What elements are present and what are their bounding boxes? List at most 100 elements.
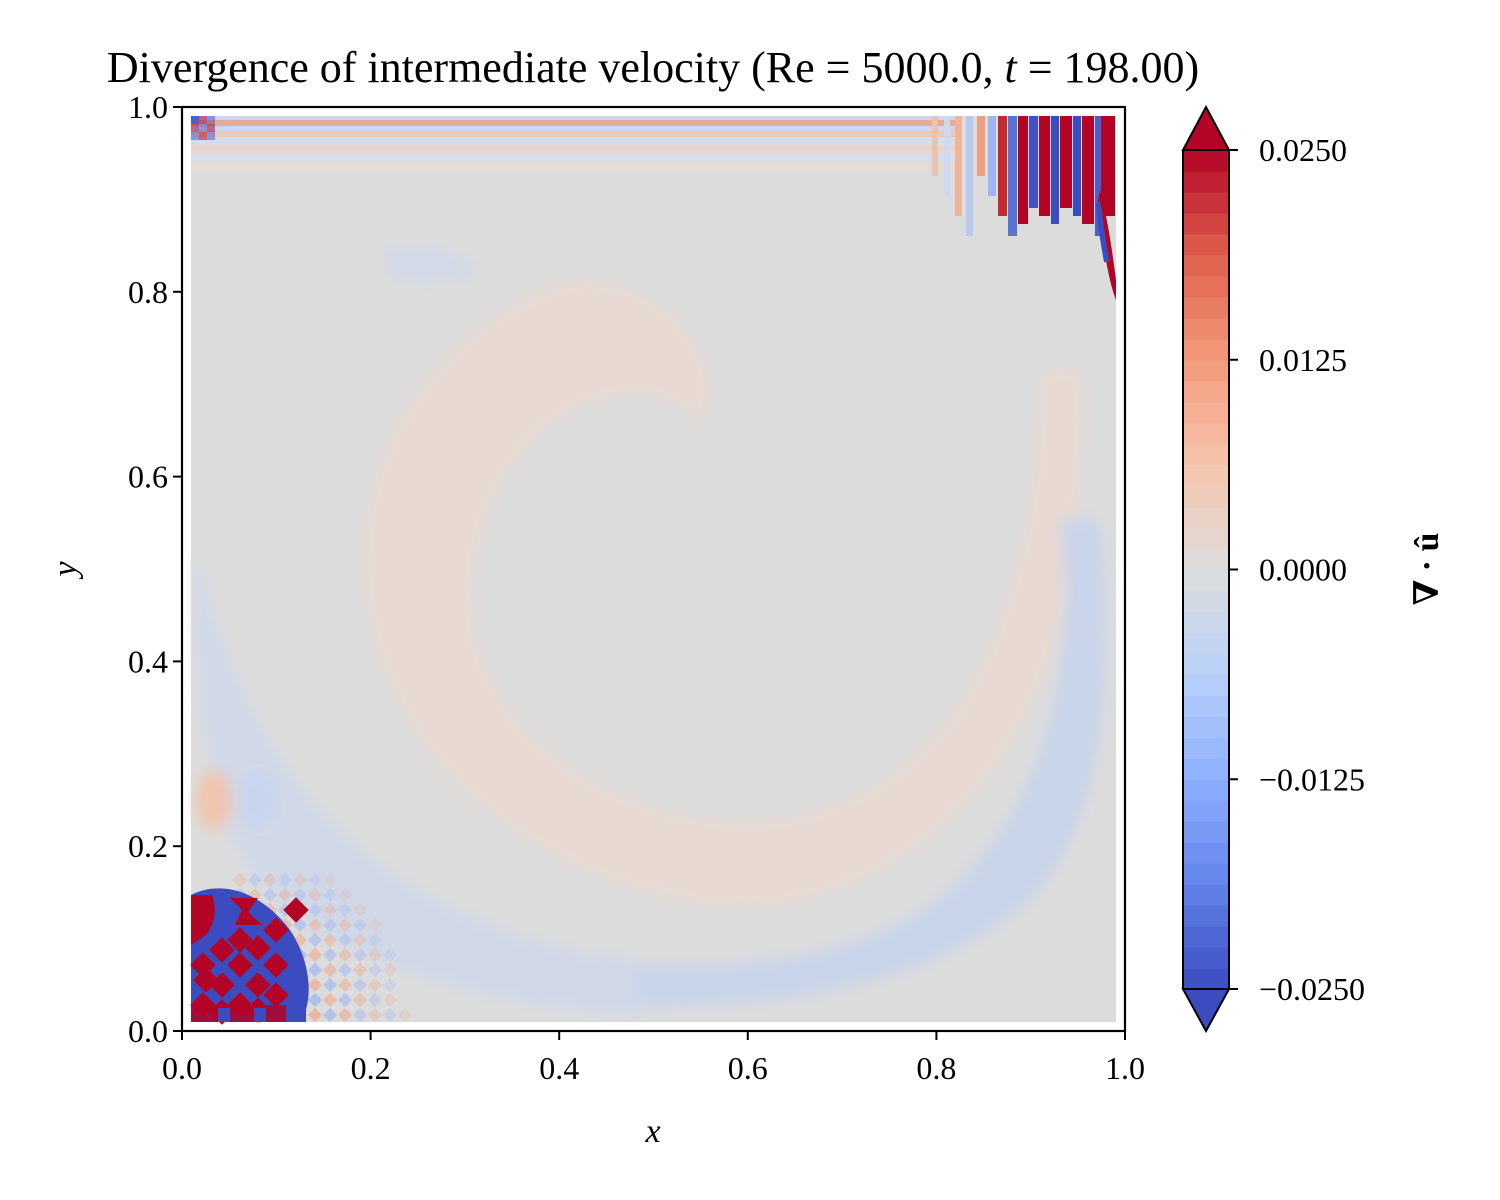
checker-fringe-cell [337,887,353,903]
checker-fringe-cell [382,977,398,993]
x-tick-label: 0.0 [162,1050,202,1086]
top-right-stripe [1008,116,1017,236]
colorbar-level [1183,821,1229,843]
bottom-left-red-cell [227,952,253,978]
top-right-stripe [1018,116,1028,224]
top-right-stripe [1073,116,1081,216]
top-left-checker-cell [207,116,215,124]
top-right-stripe [988,116,996,196]
y-tick-label: 1.0 [128,89,168,125]
top-right-stripe [1039,116,1050,216]
checker-fringe-cell [322,917,338,933]
colorbar-tick-label: −0.0125 [1259,761,1365,797]
x-axis-label: x [644,1113,660,1150]
colorbar-level [1183,590,1229,613]
checker-fringe-cell [322,977,338,993]
checker-fringe-cell [337,962,353,978]
checker-fringe-cell [307,947,323,963]
checker-fringe-cell [322,947,338,963]
x-tick-label: 0.4 [539,1050,579,1086]
colorbar-level [1183,884,1229,906]
checker-fringe-cell [337,1007,353,1023]
checker-fringe-cell [337,947,353,963]
checker-fringe-cell [292,872,308,888]
oscillation-layer [190,116,1116,1025]
colorbar-tick-label: 0.0125 [1259,342,1347,378]
checker-fringe-cell [337,992,353,1008]
checker-fringe-cell [307,917,323,933]
checker-fringe-cell [352,947,368,963]
top-edge-stripe [191,120,961,126]
colorbar-level [1183,527,1229,550]
checker-fringe-cell [247,872,263,888]
checker-fringe-cell [397,1007,413,1023]
checker-fringe-cell [322,932,338,948]
x-tick-label: 0.2 [351,1050,391,1086]
smooth-field-layer [195,246,1106,1015]
bottom-left-red-cell [283,897,309,923]
bottom-left-red-cell [263,982,289,1008]
top-right-stripe [1101,116,1115,216]
axes-frame [180,105,1127,1033]
checker-fringe-cell [307,977,323,993]
bottom-edge-blue-cell [254,1008,266,1022]
top-left-checker-cell [199,116,207,124]
colorbar-level [1183,842,1229,864]
checker-fringe-cell [307,887,323,903]
colorbar-level [1183,506,1229,529]
top-edge-stripe [191,165,961,170]
colorbar-level [1183,317,1229,340]
colorbar-level [1183,401,1229,424]
checker-fringe-cell [382,992,398,1008]
colorbar-level [1183,800,1229,822]
negative-patch-top [380,246,480,284]
checker-fringe-cell [337,917,353,933]
checker-fringe-cell [367,917,383,933]
checker-fringe-cell [367,1007,383,1023]
top-edge-stripe [191,126,961,131]
top-edge-stripe [191,146,961,151]
checker-fringe-cell [367,947,383,963]
bottom-edge-red [191,1005,301,1022]
colorbar-level [1183,716,1229,738]
top-right-stripe [1060,116,1072,208]
checker-fringe-cell [352,962,368,978]
checker-fringe-cell [382,947,398,963]
checker-fringe-cell [382,1007,398,1023]
bottom-left-red-cell [263,917,289,943]
checker-fringe-cell [367,992,383,1008]
colorbar-level [1183,695,1229,717]
bottom-left-red-edge [191,895,215,945]
checker-fringe-cell [352,932,368,948]
bottom-left-red-cell [209,937,235,963]
top-left-checker-cell [199,124,207,132]
x-tick-label: 1.0 [1105,1050,1145,1086]
colorbar-level [1183,905,1229,927]
top-left-checker-cell [207,124,215,132]
checker-fringe-cell [337,932,353,948]
colorbar-level [1183,464,1229,487]
colorbar-level [1183,485,1229,508]
colorbar-level [1183,191,1229,214]
y-tick-label: 0.0 [128,1013,168,1049]
top-right-stripe [955,116,962,216]
top-right-stripe [932,116,938,176]
top-left-checker-cell [199,132,207,140]
colorbar-level [1183,947,1229,969]
checker-fringe-cell [307,992,323,1008]
top-left-checker-cell [191,116,199,124]
y-tick-label: 0.4 [128,643,168,679]
bottom-left-red-patch [230,898,262,925]
checker-fringe-cell [352,1007,368,1023]
negative-band-right [600,520,1106,1006]
top-left-checker-cell [191,132,199,140]
bottom-left-red-cell [193,967,219,993]
top-right-stripe [998,116,1007,216]
colorbar-tick-label: 0.0000 [1259,552,1347,588]
colorbar-tick-label: 0.0250 [1259,132,1347,168]
checker-fringe-cell [322,992,338,1008]
colorbar-label: ∇ · û [1409,533,1446,606]
checker-fringe-cell [352,902,368,918]
